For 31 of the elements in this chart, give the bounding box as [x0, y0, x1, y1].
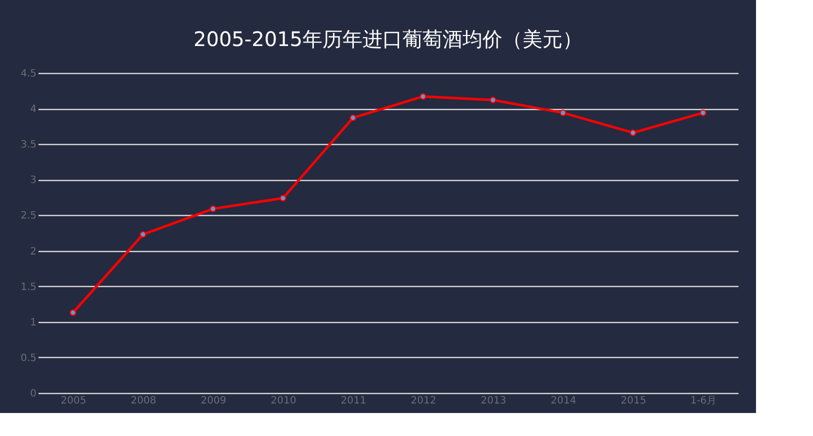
- x-tick-label: 2005: [60, 396, 86, 406]
- point: [140, 231, 146, 238]
- x-tick-label: 2009: [200, 396, 226, 406]
- x-tick-label: 2008: [130, 396, 156, 406]
- point: [210, 205, 216, 212]
- x-tick-label: 2014: [550, 396, 576, 406]
- x-tick-label: 2013: [480, 396, 506, 406]
- x-tick-label: 2012: [410, 396, 436, 406]
- x-tick-label: 2015: [620, 396, 646, 406]
- y-tick-label: 2: [30, 246, 36, 258]
- x-tick-label: 2010: [270, 396, 296, 406]
- y-tick-label: 2.5: [20, 210, 36, 222]
- point: [70, 309, 76, 316]
- point: [630, 129, 636, 136]
- y-tick-label: 3: [30, 175, 36, 186]
- y-tick-label: 4: [30, 104, 36, 116]
- point: [420, 93, 426, 100]
- chart-title: 2005-2015年历年进口葡萄酒均价（美元）: [193, 27, 583, 51]
- point: [350, 114, 356, 122]
- y-tick-label: 1.5: [20, 282, 36, 293]
- point: [490, 96, 496, 104]
- x-tick-label: 2011: [340, 396, 366, 406]
- point: [280, 194, 286, 202]
- x-tick-label: 1-6月: [690, 396, 717, 406]
- y-tick-label: 0.5: [20, 352, 36, 364]
- y-tick-label: 0: [30, 388, 36, 400]
- point: [560, 109, 566, 116]
- point: [700, 109, 706, 116]
- y-tick-label: 1: [30, 317, 36, 328]
- y-tick-label: 3.5: [20, 140, 36, 151]
- y-tick-label: 4.5: [20, 68, 36, 80]
